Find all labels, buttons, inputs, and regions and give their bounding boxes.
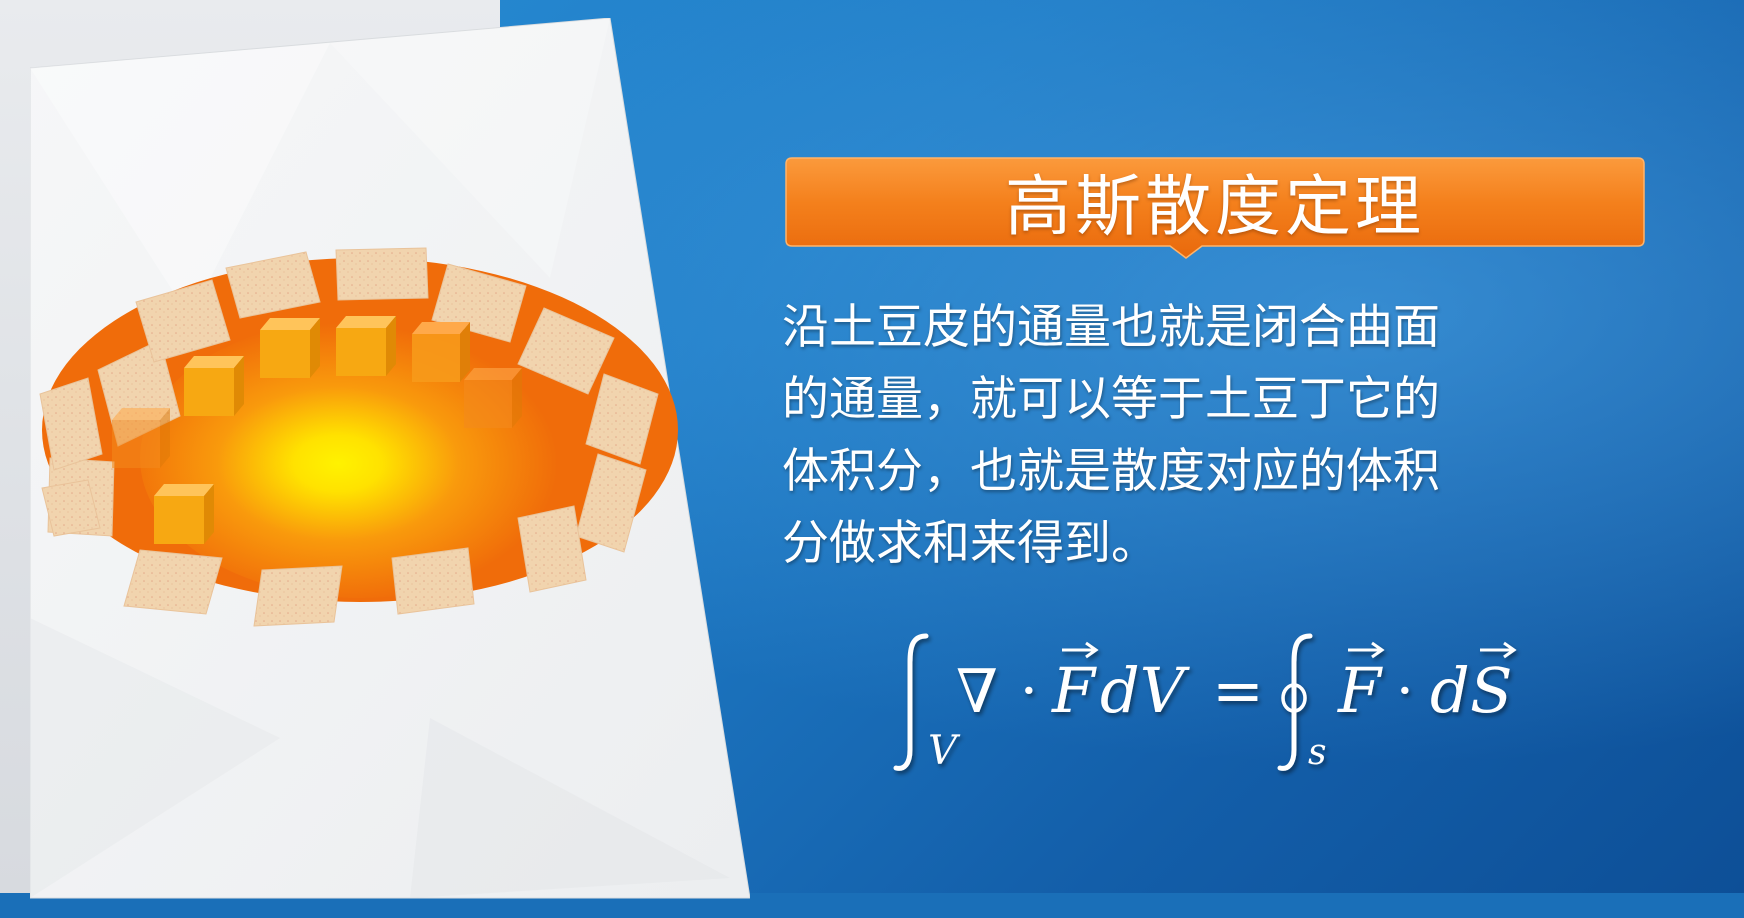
peel-piece	[335, 247, 429, 301]
differential-d: d	[1430, 654, 1470, 727]
peel-piece	[123, 549, 223, 615]
closed-integral-sign	[1277, 633, 1313, 771]
vector-f: F	[1051, 654, 1097, 727]
description-line: 体积分，也就是散度对应的体积	[782, 444, 1440, 499]
illustration-card	[30, 18, 750, 918]
potato-cubes	[112, 316, 522, 544]
peel-piece	[225, 251, 321, 319]
vector-f-rhs: F	[1337, 654, 1383, 727]
volume-differential: dV	[1100, 654, 1191, 727]
integral-sign	[893, 633, 929, 771]
vector-arrow	[1480, 641, 1517, 659]
volume-subscript: V	[928, 728, 961, 774]
description-line: 的通量，就可以等于土豆丁它的	[782, 372, 1440, 427]
peel-piece	[585, 373, 659, 465]
description-line: 分做求和来得到。	[782, 516, 1158, 571]
description-line: 沿土豆皮的通量也就是闭合曲面	[782, 300, 1440, 355]
peel-piece	[517, 307, 615, 395]
page-title: 高斯散度定理	[1005, 168, 1425, 245]
peel-piece	[253, 565, 343, 627]
title-banner: 高斯散度定理	[784, 156, 1646, 260]
vector-arrow	[1348, 641, 1385, 659]
cube	[154, 484, 214, 544]
cube	[464, 368, 522, 428]
divergence-theorem-formula: V ∇ · F dV = s F · d S	[890, 632, 1590, 782]
surface-subscript: s	[1308, 732, 1326, 773]
peel-piece	[391, 547, 475, 615]
peel-piece	[575, 453, 647, 553]
closed-loop-circle	[1281, 683, 1307, 713]
description-text: 沿土豆皮的通量也就是闭合曲面 的通量，就可以等于土豆丁它的 体积分，也就是散度对…	[782, 292, 1682, 580]
peel-piece	[41, 479, 101, 537]
vector-s: S	[1470, 654, 1512, 727]
cube	[336, 316, 396, 376]
nabla-symbol: ∇	[956, 657, 998, 727]
cube	[184, 356, 244, 416]
cube	[260, 318, 320, 378]
cube	[412, 322, 470, 382]
vector-arrow	[1062, 641, 1099, 659]
potato-illustration	[30, 18, 750, 899]
cube	[112, 408, 170, 468]
peel-piece	[135, 279, 231, 363]
dot-operator: ·	[1020, 659, 1038, 724]
peel-piece	[517, 505, 587, 593]
dot-operator-rhs: ·	[1396, 659, 1414, 724]
peel-piece	[39, 377, 103, 471]
equals-sign: =	[1212, 654, 1264, 727]
